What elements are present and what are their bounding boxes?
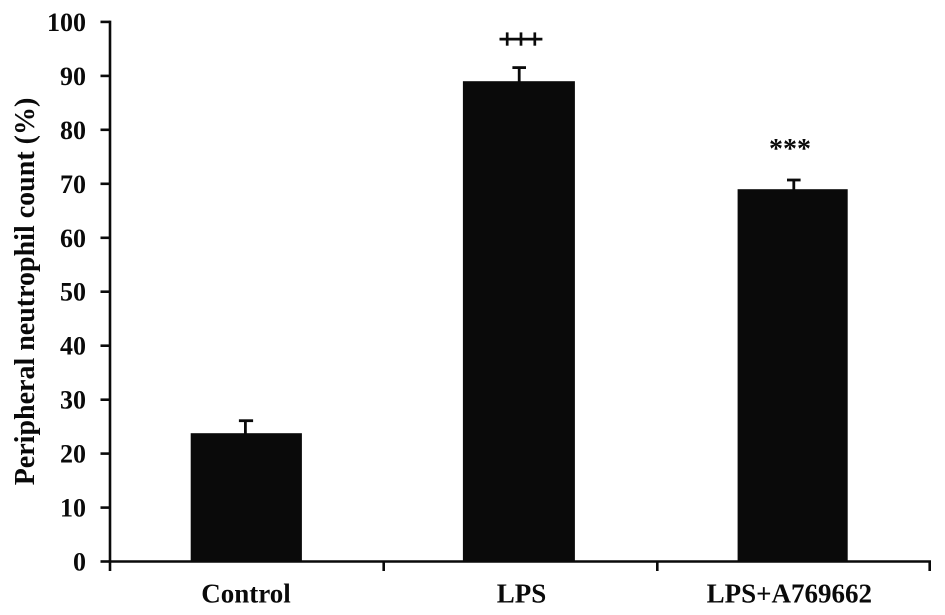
svg-text:30: 30	[60, 386, 86, 415]
svg-text:70: 70	[60, 170, 86, 199]
svg-text:0: 0	[73, 548, 86, 577]
svg-text:LPS+A769662: LPS+A769662	[707, 579, 872, 609]
svg-text:10: 10	[60, 494, 86, 523]
svg-text:60: 60	[60, 224, 86, 253]
svg-text:40: 40	[60, 332, 86, 361]
svg-text:90: 90	[60, 62, 86, 91]
svg-text:100: 100	[47, 8, 86, 37]
svg-text:50: 50	[60, 278, 86, 307]
svg-text:***: ***	[769, 134, 811, 165]
svg-text:20: 20	[60, 440, 86, 469]
svg-text:Peripheral neutrophil count (%: Peripheral neutrophil count (%)	[10, 98, 41, 486]
svg-text:Control: Control	[201, 579, 291, 609]
svg-text:LPS: LPS	[497, 579, 547, 609]
svg-text:80: 80	[60, 116, 86, 145]
